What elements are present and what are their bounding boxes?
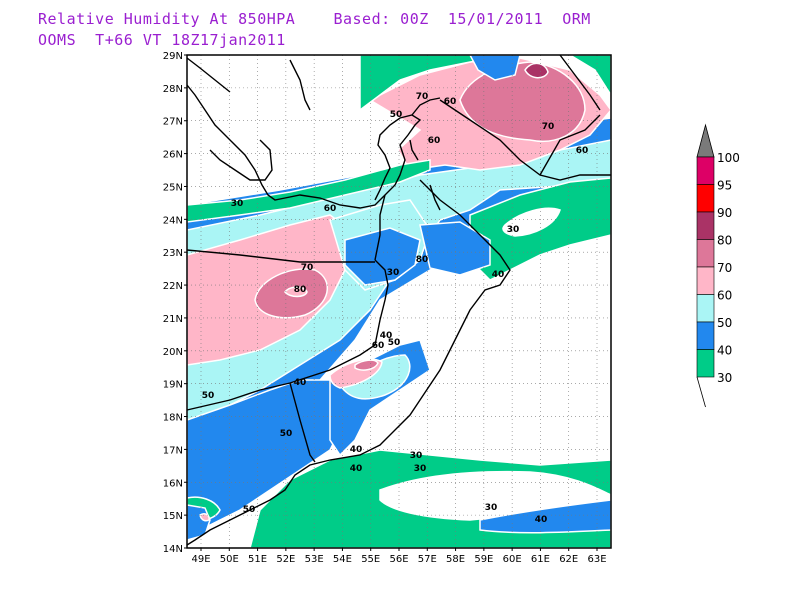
latitude-tick-labels: 29N 28N 27N 26N 25N 24N 23N 22N 21N 20N 19N 18N 17N 1… xyxy=(163,51,187,555)
longitude-tick-labels: 49E 50E 51E 52E 53E 54E 55E 56E 57E 58E 59E 60E 61E 6… xyxy=(191,548,607,565)
lat-tick-label: 22N xyxy=(163,281,183,292)
contour-label: 50 xyxy=(280,429,293,439)
dry-zone-east xyxy=(502,207,561,237)
coastlines xyxy=(186,54,611,546)
contour-label: 50 xyxy=(388,338,401,348)
lat-tick-label: 19N xyxy=(163,380,183,391)
legend-swatch xyxy=(696,349,715,378)
lat-tick-label: 27N xyxy=(163,117,183,128)
contour-label: 60 xyxy=(576,146,589,156)
contour-label: 80 xyxy=(294,285,307,295)
lat-tick-label: 17N xyxy=(163,445,183,456)
contour-label: 50 xyxy=(243,505,256,515)
legend-bottom-arrow xyxy=(697,377,714,407)
contour-label: 30 xyxy=(414,464,427,474)
humidity-zone-40-central xyxy=(344,227,421,286)
legend-swatch xyxy=(696,294,715,323)
legend-label: 95 xyxy=(717,179,732,193)
lon-tick-label: 51E xyxy=(248,554,267,565)
legend-swatch xyxy=(696,266,715,295)
contour-label: 70 xyxy=(301,263,314,273)
contour-label: 80 xyxy=(416,255,429,265)
lon-tick-label: 55E xyxy=(361,554,380,565)
contour-label: 50 xyxy=(202,391,215,401)
lat-tick-label: 29N xyxy=(163,51,183,62)
lon-tick-label: 57E xyxy=(418,554,437,565)
contour-label: 40 xyxy=(294,378,307,388)
contour-label: 60 xyxy=(444,97,457,107)
contour-label: 30 xyxy=(410,451,423,461)
humidity-zone-30-band xyxy=(187,159,431,223)
legend-label: 50 xyxy=(717,316,732,330)
legend-label: 100 xyxy=(717,151,740,165)
legend-label: 40 xyxy=(717,344,732,358)
legend-label: 70 xyxy=(717,261,732,275)
contour-label: 60 xyxy=(428,136,441,146)
lat-tick-label: 28N xyxy=(163,84,183,95)
lat-tick-label: 21N xyxy=(163,314,183,325)
legend-swatch xyxy=(696,211,715,240)
humidity-zone-70-south xyxy=(354,359,379,371)
legend-label: 30 xyxy=(717,371,732,385)
contour-label: 40 xyxy=(380,331,393,341)
lon-tick-label: 50E xyxy=(220,554,239,565)
color-legend: 100 95 90 80 70 60 50 40 30 xyxy=(696,123,740,407)
lat-tick-label: 16N xyxy=(163,478,183,489)
contour-label: 40 xyxy=(535,515,548,525)
lat-tick-label: 20N xyxy=(163,347,183,358)
lon-tick-label: 58E xyxy=(446,554,465,565)
humidity-zone-60-southwest-patch xyxy=(199,513,210,522)
contour-label: 50 xyxy=(390,110,403,120)
legend-swatch xyxy=(696,156,715,185)
lon-tick-label: 60E xyxy=(503,554,522,565)
lat-tick-label: 24N xyxy=(163,215,183,226)
lon-tick-label: 52E xyxy=(276,554,295,565)
legend-label: 90 xyxy=(717,206,732,220)
humidity-zone-40-south xyxy=(479,499,611,534)
legend-swatch xyxy=(696,239,715,268)
contour-label: 30 xyxy=(507,225,520,235)
contour-label: 40 xyxy=(350,445,363,455)
contour-label: 70 xyxy=(542,122,555,132)
lon-tick-label: 59E xyxy=(474,554,493,565)
lon-tick-label: 56E xyxy=(389,554,408,565)
chart-title-line2: OOMS T+66 VT 18Z17jan2011 xyxy=(38,31,286,49)
lat-tick-label: 25N xyxy=(163,182,183,193)
lon-tick-label: 53E xyxy=(305,554,324,565)
contour-label: 60 xyxy=(324,204,337,214)
lat-tick-label: 26N xyxy=(163,150,183,161)
lon-tick-label: 49E xyxy=(191,554,210,565)
legend-swatch xyxy=(696,184,715,213)
humidity-zone-40-gulf xyxy=(419,221,491,276)
legend-swatch xyxy=(696,321,715,350)
legend-label: 80 xyxy=(717,234,732,248)
contour-label: 30 xyxy=(231,199,244,209)
humidity-zone-80-north xyxy=(524,62,549,79)
lat-tick-label: 15N xyxy=(163,511,183,522)
lon-tick-label: 63E xyxy=(587,554,606,565)
contour-label: 60 xyxy=(372,341,385,351)
humidity-zone-80 xyxy=(284,286,308,298)
contour-label: 40 xyxy=(492,270,505,280)
contour-label: 70 xyxy=(416,92,429,102)
lon-tick-label: 61E xyxy=(531,554,550,565)
contour-label: 30 xyxy=(485,503,498,513)
lat-tick-label: 23N xyxy=(163,248,183,259)
lat-tick-label: 18N xyxy=(163,413,183,424)
lat-tick-label: 14N xyxy=(163,544,183,555)
humidity-field xyxy=(187,55,611,548)
legend-label: 60 xyxy=(717,289,732,303)
humidity-zone-40-north xyxy=(469,55,521,81)
contour-label: 40 xyxy=(350,464,363,474)
legend-top-arrow xyxy=(696,123,715,158)
lon-tick-label: 54E xyxy=(333,554,352,565)
chart-title-line1: Relative Humidity At 850HPA Based: 00Z 1… xyxy=(38,10,591,28)
lon-tick-label: 62E xyxy=(559,554,578,565)
contour-label: 30 xyxy=(387,268,400,278)
